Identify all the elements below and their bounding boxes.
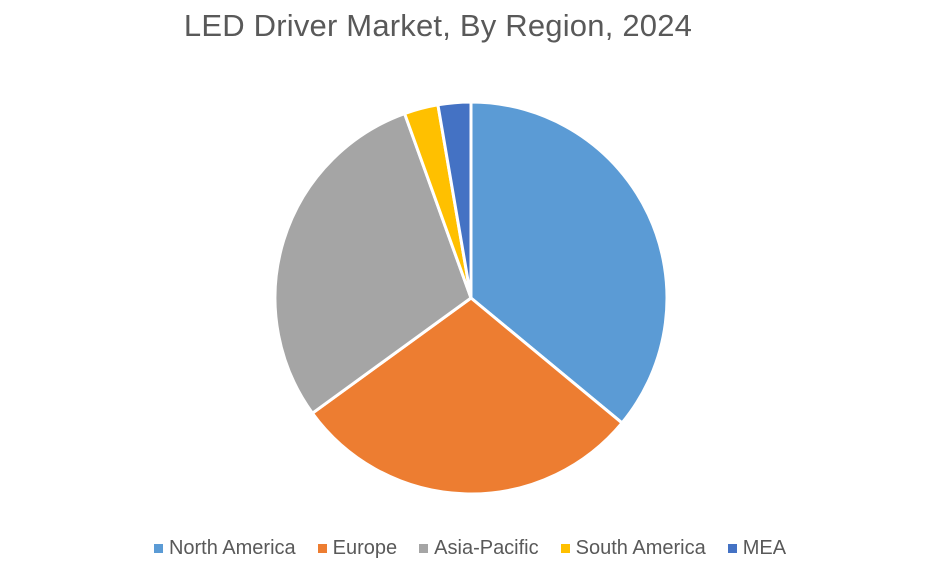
legend: North America Europe Asia-Pacific South Ame… <box>0 537 940 560</box>
legend-swatch <box>727 544 737 553</box>
legend-item-south-america: South America <box>560 537 706 560</box>
pie-chart <box>273 100 669 496</box>
legend-label: South America <box>575 537 706 559</box>
chart-title: LED Driver Market, By Region, 2024 <box>183 8 693 43</box>
legend-label: Europe <box>332 537 398 559</box>
legend-label: MEA <box>742 537 787 559</box>
legend-item-mea: MEA <box>727 537 787 560</box>
legend-label: Asia-Pacific <box>434 537 539 559</box>
pie-slice-europe <box>310 296 624 496</box>
legend-item-north-america: North America <box>153 537 296 560</box>
legend-item-europe: Europe <box>317 537 398 560</box>
legend-swatch <box>419 544 429 553</box>
legend-label: North America <box>168 537 296 559</box>
legend-item-asia-pacific: Asia-Pacific <box>419 537 539 560</box>
legend-swatch <box>153 544 163 553</box>
pie-slice-asia-pacific <box>273 112 473 415</box>
legend-swatch <box>560 544 570 553</box>
pie-slice-mea <box>436 100 473 300</box>
legend-swatch <box>317 544 327 553</box>
pie-slice-north-america <box>469 100 669 425</box>
